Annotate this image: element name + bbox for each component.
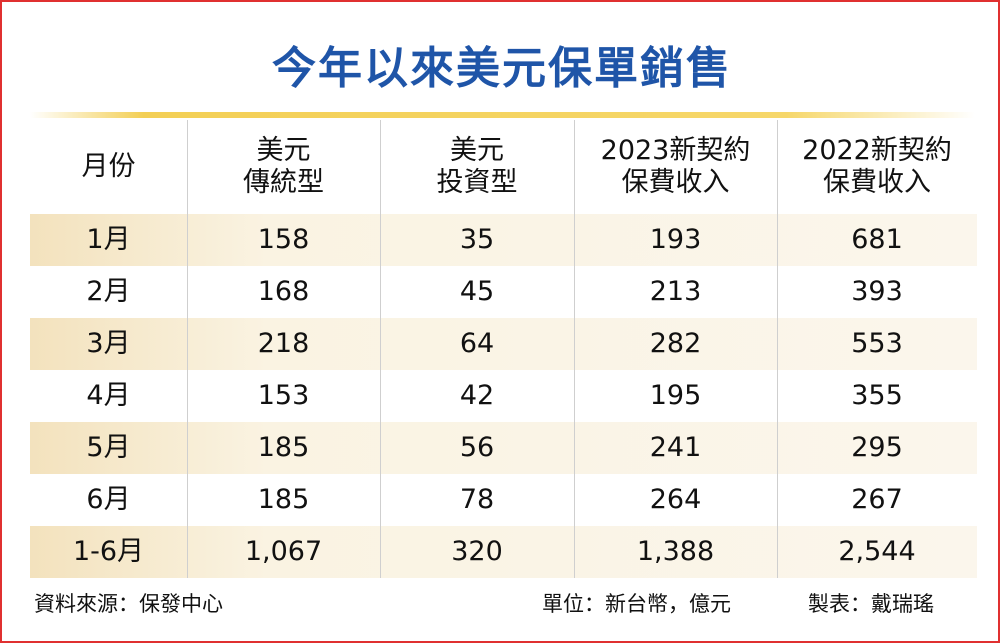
header-line: 月份 — [81, 150, 136, 182]
month-cell: 5月 — [86, 431, 131, 463]
header-line: 傳統型 — [243, 167, 324, 198]
column-divider — [187, 120, 188, 578]
header-line: 保費收入 — [823, 167, 931, 198]
column-divider — [380, 120, 381, 578]
column-divider — [574, 120, 575, 578]
title: 今年以來美元保單銷售 — [272, 43, 732, 94]
value-cell: 553 — [851, 327, 903, 359]
value-cell: 158 — [257, 223, 310, 255]
value-cell: 153 — [257, 379, 310, 411]
value-cell: 355 — [851, 379, 903, 411]
header-line: 2023新契約 — [600, 134, 751, 166]
value-cell: 218 — [257, 327, 310, 359]
value-cell: 2,544 — [838, 535, 916, 567]
value-cell: 282 — [649, 327, 702, 359]
value-cell: 295 — [851, 431, 903, 463]
value-cell: 78 — [459, 483, 495, 515]
value-cell: 168 — [257, 275, 310, 307]
month-cell: 3月 — [86, 327, 131, 359]
value-cell: 320 — [451, 535, 503, 567]
value-cell: 64 — [459, 327, 495, 359]
value-cell: 213 — [649, 275, 702, 307]
value-cell: 185 — [257, 431, 310, 463]
header-line: 美元 — [450, 134, 504, 166]
value-cell: 45 — [459, 275, 495, 307]
value-cell: 195 — [649, 379, 702, 411]
value-cell: 264 — [649, 483, 702, 515]
divider — [30, 112, 975, 118]
header-line: 投資型 — [436, 167, 518, 198]
header-line: 2022新契約 — [802, 134, 952, 166]
value-cell: 185 — [257, 483, 310, 515]
month-cell: 2月 — [86, 275, 131, 307]
value-cell: 1,388 — [636, 535, 715, 567]
value-cell: 1,067 — [244, 535, 323, 567]
maker: 製表：戴瑞瑤 — [808, 592, 934, 616]
value-cell: 267 — [851, 483, 903, 515]
unit: 單位：新台幣，億元 — [542, 592, 731, 616]
value-cell: 42 — [459, 379, 495, 411]
header-cell: 2023新契約 保費收入 — [574, 120, 777, 214]
value-cell: 393 — [851, 275, 903, 307]
month-cell: 1-6月 — [72, 535, 145, 567]
header-line: 保費收入 — [621, 167, 730, 198]
header-cell: 月份 — [30, 120, 187, 214]
value-cell: 35 — [459, 223, 495, 255]
value-cell: 241 — [649, 431, 702, 463]
header-cell: 美元 投資型 — [380, 120, 574, 214]
header-cell: 2022新契約 保費收入 — [777, 120, 977, 214]
column-divider — [777, 120, 778, 578]
header-cell: 美元 傳統型 — [187, 120, 380, 214]
value-cell: 681 — [851, 223, 903, 255]
month-cell: 4月 — [86, 379, 131, 411]
month-cell: 1月 — [86, 223, 131, 255]
source: 資料來源：保發中心 — [34, 592, 223, 616]
month-cell: 6月 — [86, 483, 131, 515]
header-line: 美元 — [256, 134, 311, 166]
value-cell: 193 — [649, 223, 702, 255]
value-cell: 56 — [459, 431, 495, 463]
